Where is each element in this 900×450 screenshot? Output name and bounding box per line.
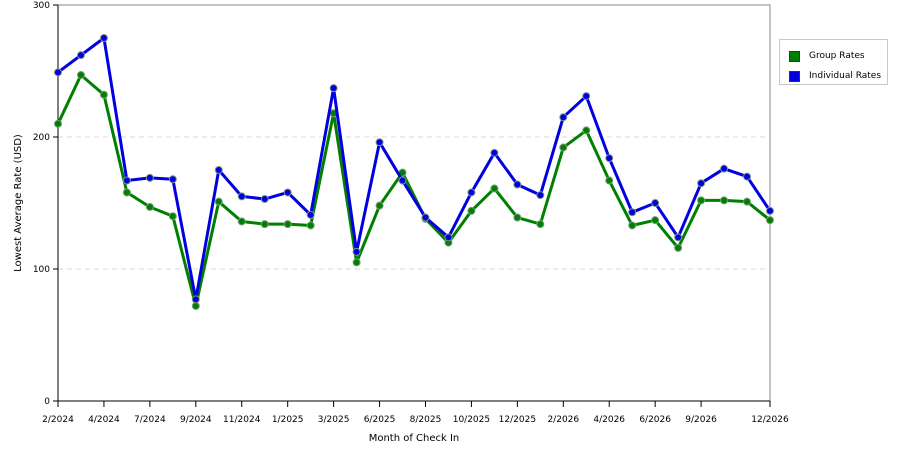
y-tick-label: 200 (33, 133, 50, 143)
data-point-individual-rates (628, 208, 637, 217)
x-tick-label: 4/2026 (593, 415, 625, 425)
data-point-individual-rates (214, 166, 223, 174)
x-tick-label: 6/2026 (639, 415, 671, 425)
data-point-individual-rates (191, 295, 200, 304)
x-tick-label: 3/2025 (318, 415, 350, 425)
data-point-group-rates (191, 301, 200, 310)
data-point-individual-rates (398, 176, 407, 185)
series-layer (54, 34, 774, 310)
x-tick-label: 12/2025 (499, 415, 536, 425)
chart-legend: Group Rates Individual Rates (779, 39, 888, 85)
x-tick-label: 11/2024 (223, 415, 261, 425)
data-point-group-rates (720, 196, 729, 205)
data-point-group-rates (306, 221, 315, 230)
data-point-individual-rates (329, 84, 338, 93)
series-line-group-rates (56, 73, 771, 308)
x-tick-label: 2/2026 (547, 415, 579, 425)
data-point-group-rates (536, 220, 545, 229)
data-point-group-rates (54, 119, 62, 128)
data-point-individual-rates (283, 188, 292, 197)
data-point-individual-rates (375, 138, 384, 147)
data-point-group-rates (743, 197, 752, 206)
y-tick-label: 300 (33, 1, 50, 11)
data-point-group-rates (214, 197, 223, 206)
data-point-individual-rates (651, 199, 660, 207)
data-point-group-rates (674, 243, 683, 252)
legend-swatch-group-rates (789, 50, 800, 62)
data-point-group-rates (145, 202, 154, 211)
data-point-individual-rates (605, 154, 614, 163)
data-point-group-rates (766, 216, 774, 225)
data-point-individual-rates (76, 51, 85, 60)
data-point-individual-rates (536, 191, 545, 200)
legend-item-individual-rates: Individual Rates (789, 66, 887, 86)
data-point-group-rates (375, 201, 384, 210)
data-point-individual-rates (582, 92, 591, 101)
data-point-individual-rates (54, 68, 62, 77)
x-tick-label: 7/2024 (134, 415, 166, 425)
data-point-group-rates (513, 213, 522, 222)
data-point-individual-rates (513, 180, 522, 189)
data-point-individual-rates (260, 195, 269, 204)
data-point-individual-rates (444, 233, 453, 242)
legend-label-individual-rates: Individual Rates (809, 71, 882, 81)
legend-swatch-individual-rates (789, 70, 800, 82)
x-tick-label: 2/2024 (42, 415, 74, 425)
y-tick-label: 0 (44, 397, 50, 407)
data-point-group-rates (490, 184, 499, 193)
grid-lines (58, 136, 770, 270)
x-tick-label: 12/2026 (751, 415, 789, 425)
data-point-individual-rates (352, 247, 361, 256)
data-point-group-rates (651, 216, 660, 225)
x-tick-label: 9/2026 (685, 415, 717, 425)
data-point-individual-rates (697, 179, 706, 188)
data-point-group-rates (260, 220, 269, 229)
data-point-group-rates (628, 221, 637, 230)
axes: 0 100 200 300 2/2024 4/2024 7/2024 9/2024 11/202… (33, 1, 789, 425)
y-axis-title: Lowest Average Rate (USD) (13, 134, 24, 272)
data-point-individual-rates (743, 172, 752, 181)
data-point-group-rates (237, 217, 246, 226)
data-point-group-rates (352, 258, 361, 267)
x-tick-label: 6/2025 (364, 415, 396, 425)
data-point-group-rates (76, 70, 85, 79)
x-tick-label: 10/2025 (453, 415, 490, 425)
y-tick-label: 100 (33, 265, 50, 275)
data-point-group-rates (582, 126, 591, 135)
data-point-group-rates (697, 196, 706, 205)
data-point-individual-rates (168, 175, 177, 184)
x-tick-label: 8/2025 (410, 415, 442, 425)
data-point-individual-rates (766, 206, 774, 215)
data-point-individual-rates (720, 164, 729, 173)
x-tick-label: 4/2024 (88, 415, 120, 425)
data-point-group-rates (122, 188, 131, 197)
data-point-individual-rates (122, 176, 131, 185)
data-point-individual-rates (99, 34, 108, 42)
data-point-group-rates (467, 206, 476, 215)
plot-area-border (57, 4, 771, 402)
data-point-individual-rates (467, 188, 476, 197)
data-point-group-rates (99, 90, 108, 99)
data-point-group-rates (283, 220, 292, 229)
x-tick-label: 1/2025 (272, 415, 304, 425)
data-point-individual-rates (490, 148, 499, 157)
legend-item-group-rates: Group Rates (789, 46, 887, 66)
data-point-individual-rates (237, 192, 246, 201)
data-point-individual-rates (674, 233, 683, 242)
data-point-individual-rates (559, 113, 568, 122)
x-axis-title: Month of Check In (369, 433, 460, 444)
data-point-individual-rates (145, 173, 154, 182)
data-point-group-rates (168, 212, 177, 221)
legend-label-group-rates: Group Rates (809, 51, 865, 61)
data-point-individual-rates (421, 213, 430, 222)
series-line-individual-rates (57, 36, 772, 301)
data-point-group-rates (605, 176, 614, 185)
data-point-group-rates (559, 143, 568, 152)
x-tick-label: 9/2024 (180, 415, 212, 425)
data-point-individual-rates (306, 210, 315, 219)
